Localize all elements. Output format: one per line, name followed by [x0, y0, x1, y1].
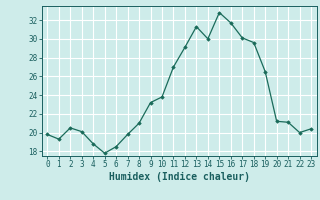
X-axis label: Humidex (Indice chaleur): Humidex (Indice chaleur) [109, 172, 250, 182]
